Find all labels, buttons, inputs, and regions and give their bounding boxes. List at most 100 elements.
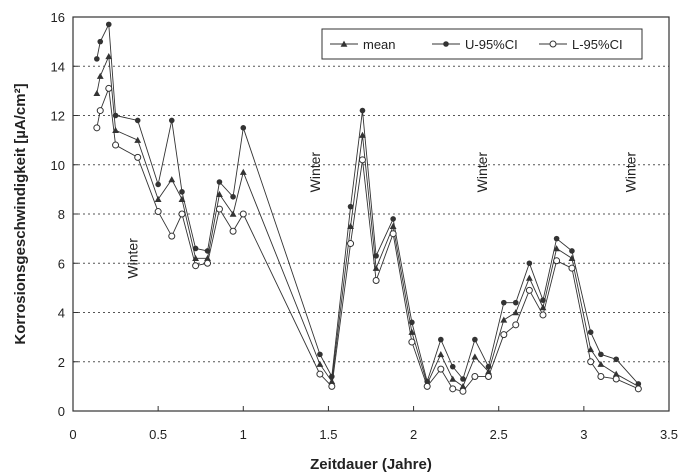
data-point [443, 41, 449, 47]
legend-entry: U-95%CI [432, 37, 518, 52]
data-point [512, 299, 519, 306]
data-point [500, 316, 508, 323]
data-point [347, 240, 355, 248]
data-point [96, 107, 104, 115]
data-point [389, 230, 397, 238]
data-point [105, 84, 113, 92]
data-point [204, 259, 212, 267]
data-point [204, 254, 211, 262]
data-point [216, 179, 223, 185]
data-point [526, 260, 533, 267]
data-point [459, 387, 467, 395]
data-point [635, 381, 642, 387]
data-point [471, 353, 479, 360]
data-point [112, 141, 120, 149]
legend-box [321, 28, 643, 60]
data-point [539, 311, 547, 319]
data-point [204, 248, 211, 254]
x-tick-label: 1.5 [319, 427, 337, 442]
winter-annotation: Winter [125, 238, 141, 279]
data-point [134, 117, 141, 124]
series-line [96, 22, 639, 385]
legend-label: mean [363, 37, 396, 52]
data-point [229, 227, 237, 235]
data-point [97, 38, 104, 45]
data-point [449, 375, 457, 382]
data-point [512, 309, 520, 316]
annotations: Winter Winter Winter Winter [125, 152, 639, 279]
data-point [587, 358, 595, 366]
x-tick-label: 3 [580, 427, 587, 442]
data-point [501, 299, 507, 306]
data-point [239, 168, 247, 175]
data-point [105, 21, 112, 28]
data-point [553, 245, 561, 252]
data-point [96, 72, 104, 79]
data-point [328, 382, 336, 390]
data-point [347, 203, 354, 210]
data-point [179, 189, 185, 195]
x-tick-label: 1 [240, 427, 247, 442]
data-point [569, 248, 575, 254]
data-point [168, 232, 176, 240]
winter-annotation: Winter [474, 152, 490, 193]
data-point [408, 338, 416, 346]
data-point [347, 222, 354, 230]
data-point [471, 373, 479, 381]
data-point [134, 153, 142, 161]
legend: mean U-95%CI L-95%CI [321, 28, 643, 60]
data-point [525, 286, 533, 294]
data-point [525, 274, 533, 281]
data-point [168, 117, 175, 124]
data-point [540, 297, 546, 303]
y-tick-label: 10 [51, 158, 65, 173]
data-point [239, 210, 247, 218]
data-point [192, 245, 199, 252]
data-point [549, 40, 557, 48]
data-point [437, 365, 445, 373]
data-point [553, 257, 561, 265]
winter-annotation: Winter [307, 152, 323, 193]
series-l-95-ci [93, 84, 642, 395]
data-point [459, 382, 467, 390]
legend-entry: mean [330, 37, 396, 52]
data-point [409, 319, 415, 326]
data-point [568, 264, 576, 272]
y-tick-label: 4 [58, 306, 65, 321]
data-point [168, 176, 176, 183]
x-axis-label: Zeitdauer (Jahre) [310, 456, 432, 473]
data-point [612, 370, 620, 377]
x-tick-label: 0.5 [149, 427, 167, 442]
series-mean [93, 53, 642, 390]
data-point [359, 107, 366, 114]
y-tick-label: 14 [51, 59, 65, 74]
data-point [512, 321, 520, 329]
y-tick-label: 12 [51, 109, 65, 124]
data-point [216, 190, 223, 198]
data-point [317, 351, 323, 358]
y-tick-label: 0 [58, 404, 65, 419]
data-point [154, 208, 162, 216]
data-point [553, 235, 560, 242]
data-point [390, 216, 396, 222]
data-point [112, 112, 119, 119]
data-point [612, 375, 620, 383]
data-point [634, 385, 642, 393]
y-tick-label: 8 [58, 207, 65, 222]
data-point [134, 136, 142, 143]
y-tick-label: 6 [58, 256, 65, 271]
legend-label: U-95%CI [465, 37, 518, 52]
x-tick-label: 0 [69, 427, 76, 442]
data-point [500, 331, 508, 339]
data-point [178, 210, 186, 218]
data-point [449, 385, 457, 393]
data-point [587, 346, 595, 353]
data-point [192, 262, 200, 270]
data-point [359, 131, 366, 138]
data-point [240, 125, 247, 131]
data-point [229, 210, 237, 217]
data-point [372, 276, 380, 284]
x-tick-label: 3.5 [660, 427, 678, 442]
axis-ticks: 0 2 4 6 8 10 12 14 16 0 0.5 1 1.5 2 2.5 3 3.5 [51, 10, 679, 442]
data-point [597, 373, 605, 381]
